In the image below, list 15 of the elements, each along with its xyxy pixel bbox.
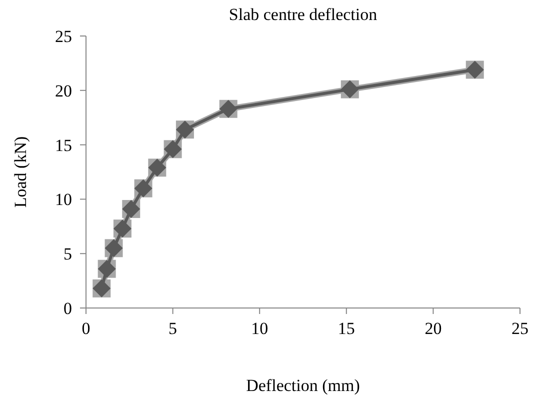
- x-axis-title: Deflection (mm): [246, 376, 360, 395]
- y-tick-label: 25: [55, 27, 72, 46]
- y-tick-label: 0: [64, 299, 72, 318]
- y-tick-label: 5: [64, 244, 72, 264]
- chart-title: Slab centre deflection: [228, 5, 378, 24]
- y-tick-label: 15: [55, 136, 72, 155]
- x-tick-label: 10: [251, 319, 268, 338]
- y-tick-label: 20: [55, 81, 72, 100]
- x-tick-label: 0: [82, 319, 90, 338]
- x-tick-label: 20: [424, 319, 442, 338]
- x-tick-label: 25: [512, 319, 528, 338]
- y-tick-label: 10: [55, 190, 72, 210]
- x-tick-label: 15: [338, 319, 355, 338]
- x-tick-label: 5: [168, 319, 178, 338]
- y-axis-title: Load (kN): [11, 136, 30, 208]
